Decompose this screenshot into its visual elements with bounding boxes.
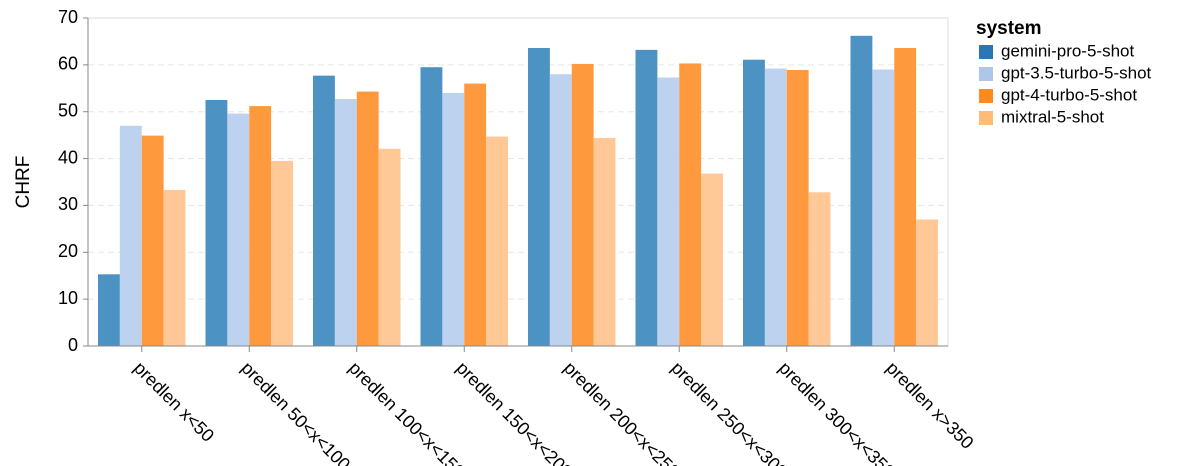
- bar-mixtral-5-shot-3: [486, 136, 508, 346]
- bar-gemini-pro-5-shot-5: [635, 49, 658, 347]
- legend-label-gpt-4-turbo-5-shot: gpt-4-turbo-5-shot: [1001, 85, 1137, 104]
- bar-gpt-4-turbo-5-shot-7: [894, 47, 917, 346]
- bar-gemini-pro-5-shot-0: [98, 274, 120, 346]
- bar-mixtral-5-shot-2: [378, 148, 401, 346]
- bar-gpt-4-turbo-5-shot-1: [249, 106, 272, 346]
- bar-gpt-3.5-turbo-5-shot-1: [227, 113, 250, 347]
- bar-mixtral-5-shot-6: [808, 192, 831, 346]
- bar-mixtral-5-shot-7: [916, 219, 938, 346]
- bar-gpt-4-turbo-5-shot-6: [786, 70, 809, 347]
- x-tick-label: predlen x>350: [882, 358, 977, 453]
- bar-mixtral-5-shot-0: [163, 189, 186, 346]
- bar-gemini-pro-5-shot-4: [528, 47, 550, 346]
- bar-gpt-3.5-turbo-5-shot-7: [872, 69, 895, 347]
- y-tick-label: 60: [58, 54, 78, 74]
- legend-label-mixtral-5-shot: mixtral-5-shot: [1001, 107, 1104, 126]
- bar-gemini-pro-5-shot-7: [850, 35, 873, 346]
- bar-gpt-3.5-turbo-5-shot-4: [549, 74, 572, 346]
- bar-gemini-pro-5-shot-6: [743, 59, 765, 347]
- bar-mixtral-5-shot-4: [593, 137, 616, 346]
- bar-gpt-4-turbo-5-shot-2: [356, 91, 379, 347]
- bars: [98, 35, 938, 347]
- bar-gpt-3.5-turbo-5-shot-3: [442, 92, 465, 346]
- legend-label-gpt-3.5-turbo-5-shot: gpt-3.5-turbo-5-shot: [1001, 63, 1152, 82]
- x-tick-label: predlen 250<x<300: [667, 358, 791, 466]
- x-tick-label: predlen x<50: [130, 358, 218, 446]
- y-tick-label: 0: [68, 335, 78, 355]
- bar-gpt-3.5-turbo-5-shot-5: [657, 77, 680, 346]
- y-tick-label: 40: [58, 147, 78, 167]
- bar-gpt-3.5-turbo-5-shot-2: [334, 99, 357, 346]
- y-axis-title: CHRF: [13, 156, 34, 209]
- y-tick-label: 70: [58, 7, 78, 27]
- bar-gpt-3.5-turbo-5-shot-6: [764, 68, 787, 346]
- bar-gemini-pro-5-shot-3: [420, 67, 443, 346]
- y-tick-label: 10: [58, 288, 78, 308]
- legend-swatch-gpt-3.5-turbo-5-shot: [979, 67, 993, 81]
- legend-label-gemini-pro-5-shot: gemini-pro-5-shot: [1001, 41, 1134, 60]
- legend-swatch-gemini-pro-5-shot: [979, 45, 993, 59]
- legend-swatch-gpt-4-turbo-5-shot: [979, 89, 993, 103]
- y-axis: 0 10 20 30 40 50 60 70: [58, 7, 89, 355]
- bar-gpt-4-turbo-5-shot-5: [679, 63, 702, 347]
- bar-gpt-4-turbo-5-shot-4: [571, 63, 594, 347]
- y-tick-label: 20: [58, 241, 78, 261]
- y-tick-label: 30: [58, 194, 78, 214]
- x-tick-label: predlen 200<x<250: [560, 358, 684, 466]
- x-tick-label: predlen 150<x<200: [452, 358, 576, 466]
- legend-swatch-mixtral-5-shot: [979, 111, 993, 125]
- bar-gpt-4-turbo-5-shot-3: [464, 83, 487, 346]
- bar-gemini-pro-5-shot-1: [205, 100, 228, 346]
- bar-mixtral-5-shot-5: [701, 173, 723, 346]
- legend-title: system: [976, 18, 1042, 39]
- bar-mixtral-5-shot-1: [271, 160, 293, 346]
- bar-gpt-3.5-turbo-5-shot-0: [119, 125, 142, 347]
- legend: system gemini-pro-5-shot gpt-3.5-turbo-5-…: [976, 18, 1152, 126]
- y-tick-label: 50: [58, 100, 78, 120]
- x-tick-label: predlen 300<x<350: [775, 358, 899, 466]
- x-tick-label: predlen 100<x<150: [345, 358, 469, 466]
- bar-gemini-pro-5-shot-2: [313, 75, 335, 347]
- x-tick-label: predlen 50<x<100: [237, 358, 354, 466]
- bar-gpt-4-turbo-5-shot-0: [141, 135, 164, 346]
